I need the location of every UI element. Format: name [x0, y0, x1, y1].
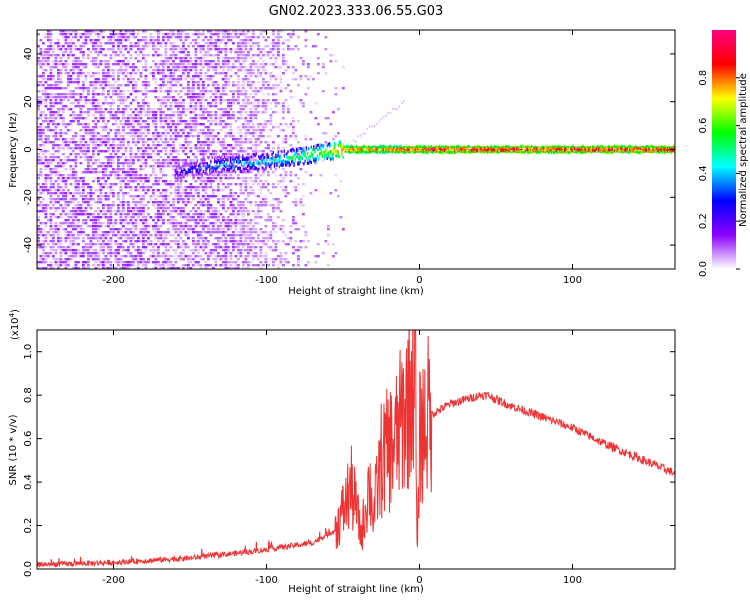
- signal-track: [174, 100, 675, 182]
- snr-panel: -200 -100 0 100 0.0 0.2 0.4 0.6 0.8 1.0 Height o…: [8, 309, 676, 595]
- y-tick-label: 0.6: [23, 431, 34, 447]
- spectrogram-ylabel: Frequency (Hz): [8, 112, 19, 188]
- heatmap-cells: [37, 30, 345, 269]
- colorbar-tick-label: 0.6: [698, 118, 709, 134]
- y-tick-label: 0.4: [23, 474, 34, 490]
- x-tick-label: 100: [563, 575, 582, 586]
- colorbar-tick-label: 0.4: [698, 165, 709, 181]
- colorbar-ticks: 0.0 0.2 0.4 0.6 0.8: [698, 70, 740, 277]
- x-tick-label: -100: [255, 575, 278, 586]
- snr-x-ticks: -200 -100 0 100: [102, 330, 582, 586]
- snr-y-ticks: 0.0 0.2 0.4 0.6 0.8 1.0: [23, 344, 675, 577]
- snr-scale-label: (x104): [8, 309, 21, 340]
- figure-title: GN02.2023.333.06.55.G03: [269, 4, 444, 19]
- spectrogram-xlabel: Height of straight line (km): [288, 286, 424, 297]
- colorbar-tick-label: 0.0: [698, 261, 709, 277]
- y-tick-label: -40: [23, 237, 34, 253]
- colorbar-gradient: [712, 30, 736, 269]
- y-tick-label: 1.0: [23, 344, 34, 360]
- y-tick-label: -20: [23, 189, 34, 205]
- y-tick-label: 0.2: [23, 518, 34, 534]
- y-tick-label: 0.0: [23, 561, 34, 577]
- y-tick-label: 0.8: [23, 387, 34, 403]
- spectrogram-y-ticks: -40 -20 0 20 40: [23, 48, 675, 253]
- y-tick-label: 0: [23, 146, 34, 152]
- x-tick-label: -200: [102, 275, 125, 286]
- y-tick-label: 40: [23, 48, 34, 61]
- snr-ylabel: SNR (10 * v/v): [8, 414, 19, 485]
- colorbar-tick-label: 0.2: [698, 213, 709, 229]
- snr-frame: [36, 329, 676, 570]
- x-tick-label: -200: [102, 575, 125, 586]
- colorbar: 0.0 0.2 0.4 0.6 0.8 Normalized spectral ampl…: [698, 30, 749, 277]
- spectrogram-x-ticks: -200 -100 0 100: [102, 30, 582, 286]
- y-tick-label: 20: [23, 95, 34, 108]
- x-tick-label: 100: [563, 275, 582, 286]
- snr-xlabel: Height of straight line (km): [288, 584, 424, 595]
- colorbar-tick-label: 0.8: [698, 70, 709, 86]
- x-tick-label: 0: [416, 575, 422, 586]
- x-tick-label: 0: [416, 275, 422, 286]
- snr-series-line: [37, 330, 675, 568]
- snr-scale-exponent: 4: [8, 312, 16, 317]
- colorbar-label: Normalized spectral amplitude: [738, 73, 749, 227]
- x-tick-label: -100: [255, 275, 278, 286]
